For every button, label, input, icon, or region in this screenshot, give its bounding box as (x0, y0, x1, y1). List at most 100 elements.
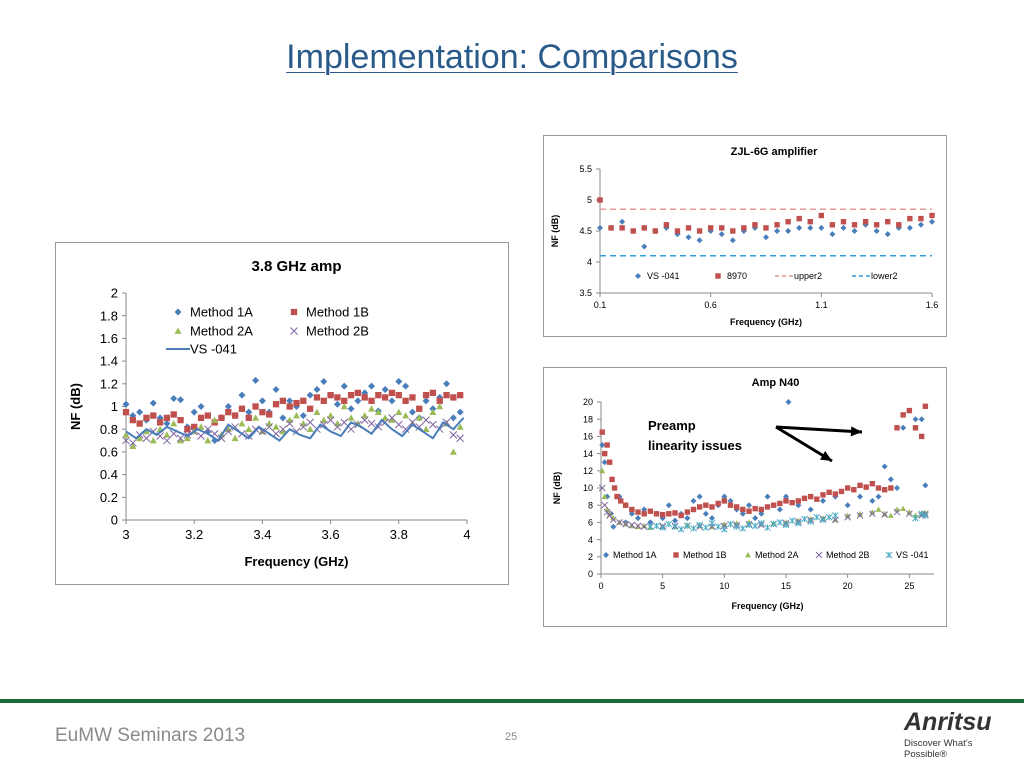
data-point-method-2b (279, 425, 287, 434)
data-point-method-1b (857, 482, 863, 489)
data-point-vs-041 (708, 519, 716, 527)
data-point-method-2a (286, 416, 294, 423)
legend-label-vs-041: VS -041 (190, 342, 237, 357)
data-point-method-1b (666, 511, 672, 517)
logo-wordmark: Anritsu (904, 708, 992, 736)
data-point-method-1b (609, 476, 615, 483)
x-tick-label: 0 (598, 581, 603, 591)
data-point-vs-041 (774, 228, 781, 234)
data-point-vs-041 (813, 513, 821, 521)
x-tick-label: 4 (463, 527, 470, 542)
data-point-method-1a (752, 515, 759, 522)
data-point-method-1b (225, 409, 232, 416)
data-point-method-2a (279, 427, 287, 435)
data-point-vs-041 (757, 519, 765, 527)
data-point-method-1b (306, 405, 314, 412)
legend-label-8970: 8970 (727, 271, 747, 281)
data-point-vs-041 (840, 224, 847, 231)
data-point-method-2a (900, 505, 907, 512)
data-point-method-2b (640, 523, 648, 531)
y-tick-label: 3.5 (579, 288, 592, 298)
data-point-method-1b (629, 506, 635, 513)
data-point-method-1b (709, 504, 715, 510)
data-point-method-2a (245, 425, 253, 432)
data-point-method-1b (457, 392, 464, 399)
x-axis-label: Frequency (GHz) (731, 601, 803, 611)
data-point-method-1b (703, 502, 709, 508)
data-point-method-2b (333, 423, 342, 431)
data-point-method-2a (449, 448, 457, 455)
legend-label-lower2: lower2 (871, 271, 898, 281)
data-point-method-2b (616, 519, 623, 526)
data-point-method-1a (197, 403, 205, 410)
data-point-vs-041 (818, 224, 825, 231)
legend-symbol-method-1a (174, 308, 182, 316)
data-point-method-2b (258, 427, 267, 436)
data-point-8970 (840, 219, 847, 225)
data-point-method-1a (641, 506, 648, 513)
y-tick-label: 0 (588, 569, 593, 579)
data-point-vs-041 (782, 521, 790, 529)
data-point-method-1b (801, 495, 808, 502)
legend-symbol-method-2a (174, 327, 182, 334)
data-point-method-1b (789, 499, 795, 506)
data-point-method-2a (163, 431, 171, 438)
data-point-method-1b (293, 399, 300, 407)
data-point-method-2b (244, 432, 253, 440)
legend-symbol-method-1b (673, 552, 679, 558)
data-point-method-1b (618, 498, 624, 504)
y-tick-label: 1 (111, 399, 118, 414)
data-point-method-1a (721, 493, 728, 500)
data-point-method-2b (598, 484, 606, 492)
data-point-vs-041 (646, 523, 654, 531)
x-tick-label: 3.8 (390, 527, 408, 542)
data-point-method-1a (727, 497, 734, 504)
data-point-method-2a (142, 427, 150, 435)
data-point-method-1b (402, 397, 409, 404)
data-point-method-1a (746, 502, 752, 509)
data-point-method-1b (622, 502, 629, 508)
data-point-method-1b (795, 498, 802, 504)
data-point-method-1a (912, 416, 919, 423)
x-tick-label: 3.4 (253, 527, 271, 542)
data-point-8970 (796, 215, 802, 222)
data-point-8970 (663, 222, 670, 228)
legend-symbol-method-2b (290, 327, 298, 335)
data-point-method-2a (869, 509, 876, 515)
data-point-method-2a (599, 467, 606, 474)
data-point-method-1b (259, 409, 266, 416)
footer-divider (0, 699, 1024, 703)
data-point-vs-041 (619, 218, 626, 225)
data-point-vs-041 (831, 512, 839, 519)
chart-title: ZJL-6G amplifier (731, 146, 819, 158)
data-point-method-1a (238, 391, 246, 399)
data-point-method-1b (245, 414, 252, 421)
data-point-method-2b (306, 418, 314, 427)
legend-symbol-8970 (715, 273, 721, 279)
data-point-method-1b (696, 504, 703, 510)
data-point-method-1a (272, 385, 280, 393)
data-point-vs-041 (819, 516, 827, 524)
data-point-method-1b (684, 509, 691, 515)
data-point-method-2b (628, 521, 636, 529)
data-point-method-2a (368, 405, 376, 412)
data-point-vs-041 (807, 518, 815, 525)
data-point-method-2a (721, 521, 728, 527)
data-point-method-1a (286, 397, 294, 405)
legend-label-vs-041: VS -041 (647, 271, 680, 281)
data-point-method-1a (635, 515, 641, 522)
legend-label-method-1a: Method 1A (190, 305, 253, 320)
legend-symbol-method-1a (603, 552, 609, 558)
data-point-method-1b (422, 392, 430, 399)
data-point-vs-041 (929, 218, 935, 225)
data-point-method-1b (826, 489, 832, 495)
data-point-method-1a (190, 408, 198, 416)
data-point-8970 (641, 225, 647, 231)
y-tick-label: 4 (588, 535, 593, 545)
data-point-method-2a (610, 515, 617, 521)
data-point-8970 (719, 225, 725, 231)
data-point-8970 (630, 228, 636, 234)
chart-amp-n40-svg: Amp N40 0 2 4 6 8 10 12 14 16 18 20 0 5 10 15 20 25 Freque… (552, 377, 934, 611)
data-point-method-1a (783, 493, 789, 500)
data-point-method-1a (368, 382, 376, 390)
